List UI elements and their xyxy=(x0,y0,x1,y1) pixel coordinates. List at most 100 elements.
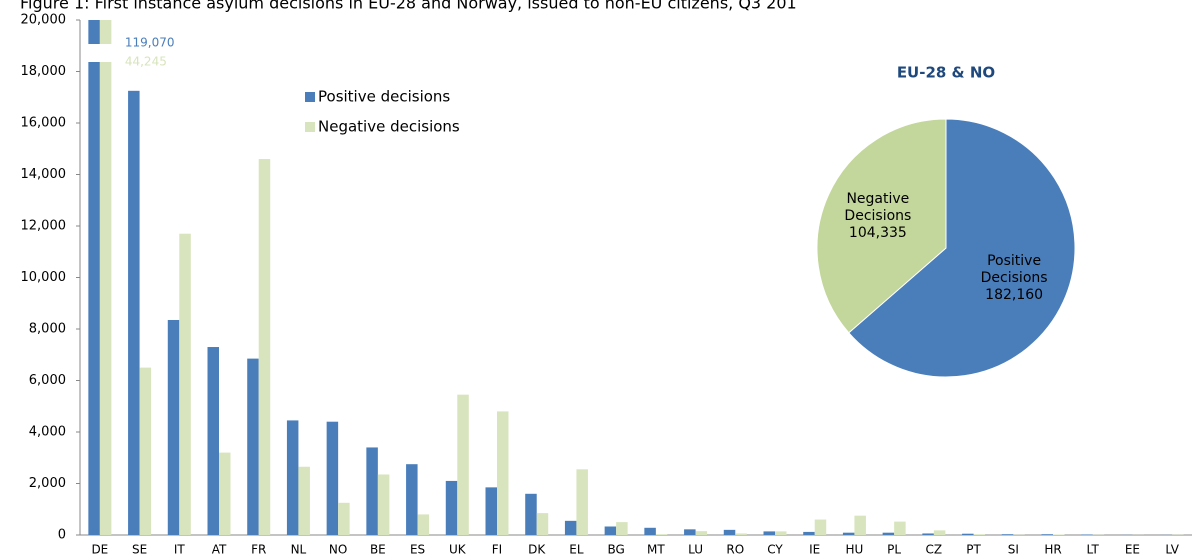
bar xyxy=(735,533,747,535)
bar xyxy=(1001,534,1014,535)
y-tick-label: 14,000 xyxy=(21,167,67,182)
x-tick-label: LV xyxy=(1165,543,1179,557)
bar xyxy=(497,411,509,535)
bar xyxy=(286,420,299,535)
pie-title: EU-28 & NO xyxy=(897,64,995,82)
bar xyxy=(842,532,855,535)
y-tick-label: 12,000 xyxy=(21,219,67,234)
x-tick-label: DE xyxy=(91,543,108,557)
bar xyxy=(377,474,390,535)
bar xyxy=(616,522,628,535)
x-tick-label: PL xyxy=(887,543,901,557)
y-tick-label: 18,000 xyxy=(21,64,67,79)
y-tick-label: 0 xyxy=(58,528,66,543)
bar xyxy=(854,515,866,535)
bar xyxy=(445,480,458,535)
bar xyxy=(576,469,588,535)
x-tick-label: PT xyxy=(966,543,981,557)
y-tick-label: 8,000 xyxy=(29,322,66,337)
x-tick-label: RO xyxy=(726,543,744,557)
bar xyxy=(962,533,974,535)
bar xyxy=(326,421,339,535)
y-tick-label: 16,000 xyxy=(21,116,67,131)
bar xyxy=(933,530,946,535)
x-tick-label: SE xyxy=(132,543,147,557)
bar xyxy=(644,527,656,535)
bar xyxy=(99,20,112,535)
legend-swatch xyxy=(305,92,315,102)
pie-value-label: 182,160 xyxy=(985,286,1044,303)
bar xyxy=(655,534,668,535)
bar xyxy=(298,466,310,535)
x-tick-label: FI xyxy=(492,543,502,557)
x-tick-label: MT xyxy=(647,543,665,557)
bar xyxy=(1053,534,1065,535)
bar xyxy=(922,533,934,535)
value-label: 119,070 xyxy=(125,36,175,50)
bar xyxy=(258,159,271,536)
x-tick-label: EE xyxy=(1125,543,1140,557)
x-tick-label: BG xyxy=(607,543,624,557)
bar xyxy=(179,233,191,535)
x-tick-label: DK xyxy=(528,543,546,557)
bar xyxy=(536,513,549,535)
bar xyxy=(525,493,537,535)
x-tick-label: CZ xyxy=(926,543,943,557)
bar xyxy=(564,520,577,535)
pie-slice xyxy=(848,118,1076,378)
bar xyxy=(803,531,815,535)
x-tick-label: AT xyxy=(212,543,227,557)
x-tick-label: FR xyxy=(251,543,266,557)
x-tick-label: BE xyxy=(370,543,386,557)
bar xyxy=(1041,534,1053,535)
bar xyxy=(167,319,180,535)
bar xyxy=(247,358,259,535)
pie-label: Negative Decisions xyxy=(844,191,912,225)
x-tick-label: IE xyxy=(809,543,820,557)
bar xyxy=(406,464,418,535)
pie-slice xyxy=(816,118,947,334)
bar xyxy=(88,20,100,535)
pie-value-label: 104,335 xyxy=(848,225,907,242)
bar xyxy=(763,531,775,535)
bar xyxy=(485,487,497,535)
bar xyxy=(814,519,827,535)
bar xyxy=(139,367,152,535)
bar xyxy=(604,526,617,535)
bar xyxy=(338,502,350,535)
y-tick-label: 10,000 xyxy=(21,270,67,285)
bar xyxy=(882,532,895,535)
axis-break xyxy=(87,44,113,62)
bar xyxy=(417,514,430,535)
x-tick-label: UK xyxy=(449,543,467,557)
chart-title: Figure 1: First instance asylum decision… xyxy=(20,0,797,13)
bar xyxy=(128,90,140,535)
bar xyxy=(1081,534,1093,535)
bar xyxy=(894,521,906,535)
bar xyxy=(457,394,469,535)
x-tick-label: HU xyxy=(846,543,864,557)
x-tick-label: IT xyxy=(174,543,186,557)
x-tick-label: CY xyxy=(767,543,783,557)
legend-label: Negative decisions xyxy=(318,118,460,136)
bar xyxy=(695,531,708,535)
x-tick-label: LU xyxy=(688,543,703,557)
legend-swatch xyxy=(305,122,315,132)
bar xyxy=(219,452,231,535)
y-tick-label: 2,000 xyxy=(29,476,66,491)
x-tick-label: ES xyxy=(410,543,425,557)
bar xyxy=(775,531,787,535)
y-tick-label: 6,000 xyxy=(29,373,66,388)
y-tick-label: 4,000 xyxy=(29,425,66,440)
x-tick-label: NO xyxy=(329,543,347,557)
x-tick-label: EL xyxy=(569,543,584,557)
y-tick-label: 20,000 xyxy=(21,13,67,28)
value-label: 44,245 xyxy=(125,55,167,69)
bar xyxy=(366,447,378,535)
x-tick-label: HR xyxy=(1044,543,1061,557)
bar xyxy=(684,529,696,535)
bar xyxy=(207,347,219,535)
x-tick-label: NL xyxy=(291,543,307,557)
